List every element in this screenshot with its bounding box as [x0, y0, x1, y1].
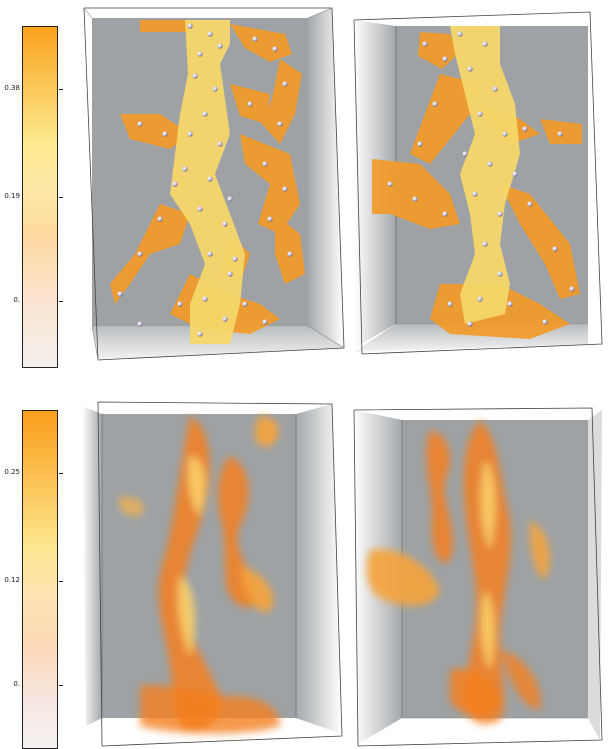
volume-top-left	[83, 7, 345, 361]
colorbar-top-tick	[59, 197, 63, 198]
particles	[387, 31, 575, 327]
density-cloud	[366, 420, 550, 724]
density-volume-bottom-left	[82, 401, 343, 747]
density-volume-bottom-right	[353, 407, 603, 747]
particles	[117, 23, 293, 337]
colorbar-top-tick-label: 0.19	[4, 192, 20, 200]
structure-core	[450, 26, 520, 324]
structure-core	[170, 20, 245, 344]
colorbar-top-tick-label: 0.38	[4, 84, 20, 92]
colorbar-bottom	[22, 410, 63, 749]
colorbar-top-tick	[59, 301, 63, 302]
colorbar-bottom-tick-label: 0.12	[4, 576, 20, 584]
colorbar-bottom-tick	[59, 581, 63, 582]
colorbar-top-tick-label: 0.	[13, 296, 20, 304]
colorbar-bottom-tick-label: 0.	[13, 680, 20, 688]
colorbar-bottom-tick	[59, 473, 63, 474]
volume-top-right	[353, 11, 603, 355]
colorbar-top	[22, 26, 63, 368]
colorbar-top-tick	[59, 89, 63, 90]
colorbar-bottom-tick	[59, 685, 63, 686]
colorbar-bottom-tick-label: 0.25	[4, 468, 20, 476]
density-cloud	[118, 416, 280, 734]
